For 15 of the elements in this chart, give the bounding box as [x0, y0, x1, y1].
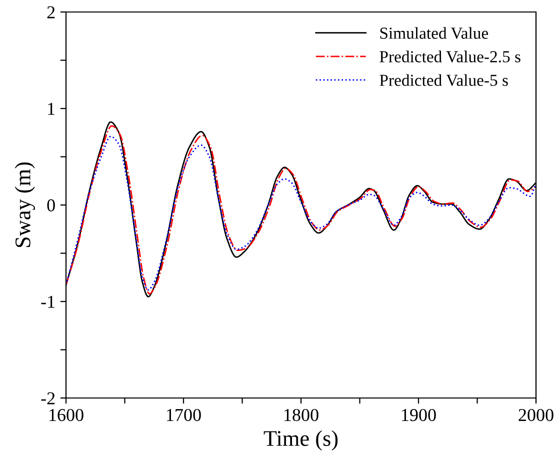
x-tick-label: 1700: [167, 408, 201, 422]
x-tick-label: 1900: [402, 408, 436, 422]
y-tick-label: 0: [47, 199, 55, 212]
y-tick-label: -1: [41, 296, 54, 308]
legend-label: Simulated Value: [380, 27, 488, 39]
legend-label: Predicted Value-2.5 s: [380, 50, 520, 62]
y-axis-title: Sway (m): [14, 162, 35, 248]
x-axis-title: Time (s): [264, 430, 338, 450]
x-tick-label: 1800: [284, 408, 318, 422]
y-tick-label: -2: [41, 392, 55, 404]
y-tick-label: 2: [47, 6, 55, 18]
x-tick-label: 2000: [518, 408, 554, 422]
y-tick-label: 1: [48, 102, 54, 115]
x-tick-label: 1600: [50, 408, 84, 422]
legend-label: Predicted Value-5 s: [380, 74, 508, 86]
